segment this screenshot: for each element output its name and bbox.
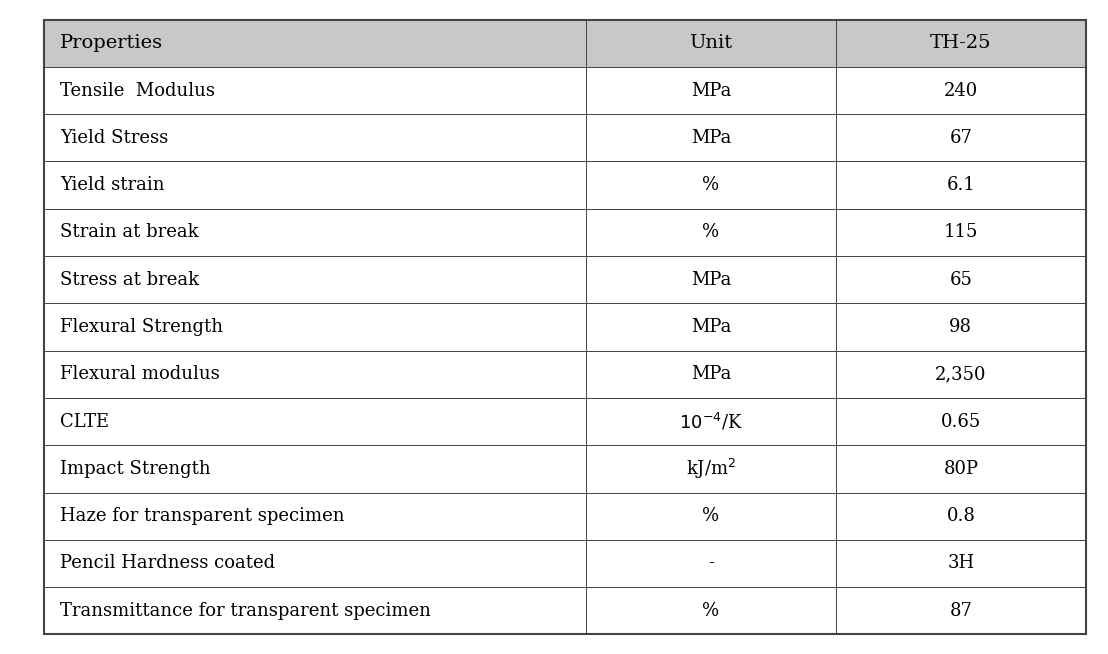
Bar: [586, 209, 835, 256]
Text: kJ/m$^2$: kJ/m$^2$: [686, 456, 736, 481]
Text: TH-25: TH-25: [930, 34, 992, 52]
Bar: [586, 445, 835, 492]
Bar: [44, 540, 586, 587]
Text: Yield strain: Yield strain: [60, 176, 164, 194]
Bar: [835, 67, 1086, 114]
Text: MPa: MPa: [690, 271, 731, 288]
Text: 3H: 3H: [947, 555, 974, 572]
Bar: [586, 492, 835, 540]
Text: Stress at break: Stress at break: [60, 271, 199, 288]
Text: 6.1: 6.1: [946, 176, 975, 194]
Text: 80P: 80P: [943, 460, 978, 478]
Text: -: -: [708, 555, 714, 572]
Bar: [44, 256, 586, 303]
Bar: [835, 492, 1086, 540]
Bar: [44, 114, 586, 162]
Bar: [586, 303, 835, 351]
Text: Pencil Hardness coated: Pencil Hardness coated: [60, 555, 275, 572]
Bar: [586, 256, 835, 303]
Text: CLTE: CLTE: [60, 413, 109, 430]
Text: $10^{-4}$/K: $10^{-4}$/K: [679, 411, 742, 432]
Bar: [44, 445, 586, 492]
Bar: [835, 445, 1086, 492]
Text: MPa: MPa: [690, 129, 731, 147]
Text: Transmittance for transparent specimen: Transmittance for transparent specimen: [60, 602, 431, 620]
Bar: [44, 492, 586, 540]
Text: MPa: MPa: [690, 318, 731, 336]
Bar: [835, 162, 1086, 209]
Text: 65: 65: [950, 271, 973, 288]
Bar: [586, 20, 835, 67]
Bar: [44, 20, 586, 67]
Bar: [586, 114, 835, 162]
Text: Impact Strength: Impact Strength: [60, 460, 211, 478]
Text: Unit: Unit: [689, 34, 732, 52]
Text: %: %: [702, 224, 719, 241]
Bar: [835, 587, 1086, 634]
Text: MPa: MPa: [690, 82, 731, 99]
Text: 87: 87: [950, 602, 973, 620]
Bar: [44, 67, 586, 114]
Bar: [586, 398, 835, 445]
Text: %: %: [702, 507, 719, 525]
Text: 67: 67: [950, 129, 973, 147]
Bar: [586, 351, 835, 398]
Text: 115: 115: [944, 224, 978, 241]
Bar: [44, 351, 586, 398]
Text: MPa: MPa: [690, 366, 731, 383]
Bar: [835, 398, 1086, 445]
Bar: [835, 351, 1086, 398]
Bar: [586, 587, 835, 634]
Bar: [835, 540, 1086, 587]
Text: Haze for transparent specimen: Haze for transparent specimen: [60, 507, 345, 525]
Text: Properties: Properties: [60, 34, 163, 52]
Bar: [586, 540, 835, 587]
Text: Flexural Strength: Flexural Strength: [60, 318, 223, 336]
Bar: [586, 67, 835, 114]
Text: 240: 240: [944, 82, 978, 99]
Bar: [44, 587, 586, 634]
Text: 0.65: 0.65: [941, 413, 981, 430]
Bar: [835, 114, 1086, 162]
Text: Tensile  Modulus: Tensile Modulus: [60, 82, 215, 99]
Text: Flexural modulus: Flexural modulus: [60, 366, 219, 383]
Bar: [835, 303, 1086, 351]
Text: 0.8: 0.8: [946, 507, 975, 525]
Bar: [44, 162, 586, 209]
Text: 2,350: 2,350: [935, 366, 986, 383]
Text: Strain at break: Strain at break: [60, 224, 198, 241]
Bar: [835, 20, 1086, 67]
Text: %: %: [702, 602, 719, 620]
Bar: [586, 162, 835, 209]
Text: %: %: [702, 176, 719, 194]
Bar: [44, 398, 586, 445]
Bar: [835, 209, 1086, 256]
Bar: [44, 209, 586, 256]
Bar: [835, 256, 1086, 303]
Text: 98: 98: [950, 318, 973, 336]
Text: Yield Stress: Yield Stress: [60, 129, 168, 147]
Bar: [44, 303, 586, 351]
